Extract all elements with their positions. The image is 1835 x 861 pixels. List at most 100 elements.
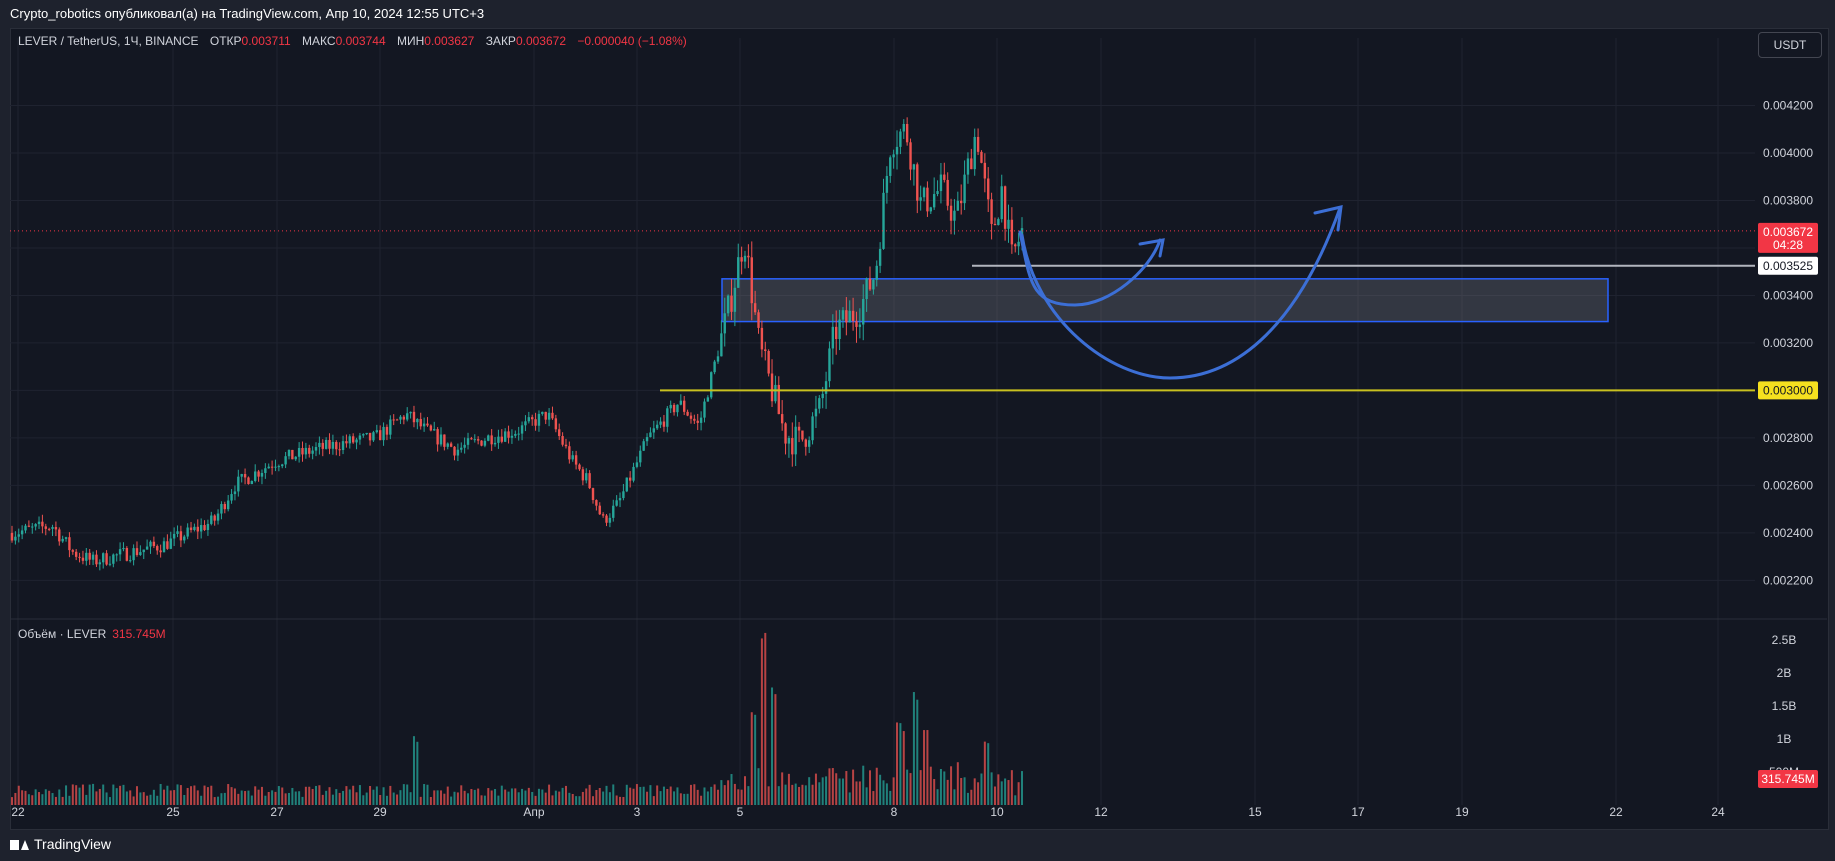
candle-body bbox=[520, 425, 524, 434]
volume-bar bbox=[632, 788, 635, 805]
volume-bar bbox=[561, 787, 564, 805]
low-label: МИН bbox=[396, 34, 425, 48]
candle-body bbox=[284, 456, 287, 465]
candle-body bbox=[37, 521, 41, 525]
volume-bar bbox=[58, 789, 61, 805]
candle-body bbox=[980, 151, 983, 163]
candle-body bbox=[824, 381, 828, 394]
volume-bar bbox=[568, 792, 571, 805]
candle-body bbox=[777, 384, 780, 415]
candle-body bbox=[250, 480, 254, 485]
candle-body bbox=[264, 468, 267, 473]
candle-body bbox=[534, 419, 537, 426]
candle-body bbox=[125, 547, 129, 561]
volume-bar bbox=[426, 784, 429, 805]
candle-body bbox=[588, 473, 591, 489]
candle-body bbox=[186, 527, 189, 537]
volume-bar bbox=[179, 785, 182, 805]
volume-bar bbox=[551, 795, 554, 805]
candle-body bbox=[139, 552, 142, 555]
candle-body bbox=[558, 429, 561, 437]
price-tick-label: 0.003200 bbox=[1763, 336, 1813, 350]
volume-bar bbox=[777, 786, 780, 805]
volume-bar bbox=[176, 784, 179, 805]
candle-body bbox=[64, 537, 68, 539]
candle-body bbox=[14, 536, 17, 541]
volume-bar bbox=[81, 784, 84, 805]
volume-bar bbox=[463, 790, 466, 805]
volume-bar bbox=[284, 793, 287, 805]
volume-bar bbox=[291, 787, 294, 805]
volume-bar bbox=[564, 785, 567, 805]
candle-body bbox=[68, 537, 71, 551]
volume-bar bbox=[494, 789, 497, 805]
volume-bar bbox=[943, 771, 946, 805]
candle-body bbox=[399, 416, 402, 420]
candle-body bbox=[929, 207, 932, 212]
volume-bar bbox=[716, 789, 719, 805]
candle-body bbox=[649, 432, 652, 438]
candle-body bbox=[693, 418, 696, 421]
candle-body bbox=[889, 157, 892, 176]
candle-body bbox=[831, 326, 835, 349]
candle-body bbox=[308, 447, 311, 454]
volume-bar bbox=[909, 773, 912, 805]
candle-body bbox=[237, 476, 240, 492]
candle-body bbox=[480, 440, 483, 446]
candle-body bbox=[905, 123, 909, 143]
volume-bar bbox=[24, 790, 27, 805]
candle-body bbox=[348, 436, 351, 444]
candle-body bbox=[220, 504, 223, 514]
volume-bar bbox=[456, 792, 459, 805]
candle-body bbox=[912, 164, 916, 170]
volume-bar bbox=[44, 789, 47, 805]
volume-bar bbox=[460, 785, 463, 805]
support-badge-bg bbox=[1758, 381, 1818, 400]
candle-body bbox=[395, 419, 399, 421]
volume-bar bbox=[605, 785, 608, 805]
candle-body bbox=[129, 560, 132, 562]
volume-bar bbox=[629, 787, 632, 805]
candle-body bbox=[753, 303, 757, 313]
candle-body bbox=[10, 532, 14, 541]
candle-body bbox=[828, 348, 831, 382]
volume-bar bbox=[838, 778, 841, 805]
volume-bar bbox=[260, 786, 263, 805]
time-tick-label: 15 bbox=[1248, 805, 1262, 819]
volume-bar bbox=[308, 786, 311, 805]
currency-unit-button[interactable]: USDT bbox=[1758, 32, 1822, 58]
horizontal-lines bbox=[10, 230, 1755, 392]
candle-body bbox=[297, 448, 301, 457]
candle-body bbox=[210, 515, 213, 524]
volume-bar bbox=[791, 784, 794, 805]
candle-body bbox=[176, 531, 179, 534]
candle-body bbox=[426, 423, 429, 426]
volume-bar bbox=[727, 780, 730, 805]
volume-bar bbox=[34, 789, 37, 805]
candle-body bbox=[615, 500, 618, 506]
candle-body bbox=[794, 426, 797, 455]
candle-body bbox=[713, 361, 716, 373]
volume-legend: Объём · LEVER 315.745M bbox=[18, 627, 166, 641]
candle-body bbox=[845, 310, 848, 323]
volume-bar bbox=[659, 791, 662, 805]
candle-body bbox=[226, 500, 230, 510]
volume-bar bbox=[365, 792, 368, 805]
volume-bar bbox=[227, 784, 230, 805]
footer: TradingView bbox=[0, 828, 1835, 861]
candle-body bbox=[145, 546, 149, 550]
brand-name[interactable]: TradingView bbox=[34, 836, 112, 852]
volume-bar bbox=[848, 792, 851, 805]
volume-bar bbox=[639, 786, 642, 805]
volume-bar bbox=[517, 792, 520, 805]
candle-body bbox=[402, 416, 406, 420]
volume-bar bbox=[845, 771, 848, 805]
candle-body bbox=[686, 411, 689, 416]
volume-bar bbox=[237, 793, 240, 805]
candle-body bbox=[24, 525, 27, 531]
candle-body bbox=[260, 472, 264, 477]
candle-body bbox=[294, 456, 297, 460]
symbol-label[interactable]: LEVER / TetherUS, 1Ч, BINANCE bbox=[18, 34, 199, 48]
publisher-line: Crypto_robotics опубликовал(а) на Tradin… bbox=[10, 6, 485, 21]
